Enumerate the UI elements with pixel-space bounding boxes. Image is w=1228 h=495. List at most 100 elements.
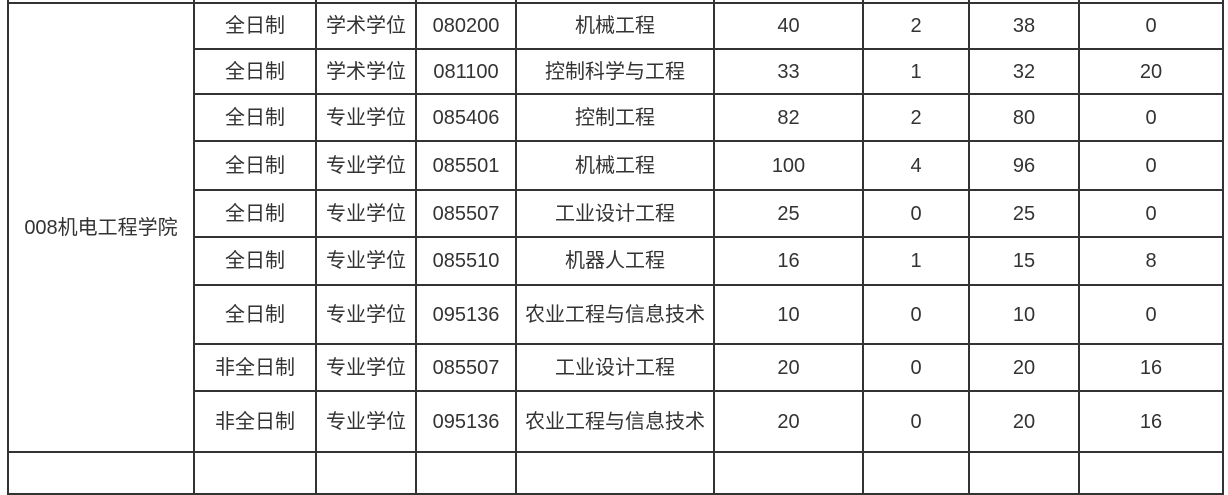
study-mode-cell: 非全日制 bbox=[193, 390, 317, 453]
degree-type-cell: 专业学位 bbox=[315, 343, 417, 392]
number-cell: 40 bbox=[713, 2, 864, 50]
degree-type-cell: 专业学位 bbox=[315, 189, 417, 238]
number-cell: 0 bbox=[1078, 284, 1224, 345]
number-cell: 16 bbox=[1078, 390, 1224, 453]
empty-cell bbox=[862, 0, 970, 4]
number-cell: 25 bbox=[713, 189, 864, 238]
number-cell: 25 bbox=[968, 189, 1080, 238]
number-cell: 0 bbox=[1078, 140, 1224, 191]
table-row: 全日制 学术学位 081100 控制科学与工程 33 1 32 20 bbox=[8, 48, 1224, 95]
number-cell: 0 bbox=[862, 284, 970, 345]
empty-cell bbox=[713, 0, 864, 4]
number-cell: 0 bbox=[1078, 189, 1224, 238]
major-name-cell: 控制工程 bbox=[515, 93, 715, 142]
empty-cell bbox=[515, 451, 715, 495]
number-cell: 80 bbox=[968, 93, 1080, 142]
empty-cell bbox=[7, 451, 195, 495]
number-cell: 100 bbox=[713, 140, 864, 191]
number-cell: 1 bbox=[862, 236, 970, 286]
study-mode-cell: 全日制 bbox=[193, 48, 317, 95]
empty-cell bbox=[968, 451, 1080, 495]
number-cell: 20 bbox=[713, 343, 864, 392]
number-cell: 20 bbox=[713, 390, 864, 453]
table-row: 全日制 专业学位 085507 工业设计工程 25 0 25 0 bbox=[8, 189, 1224, 238]
number-cell: 2 bbox=[862, 93, 970, 142]
study-mode-cell: 全日制 bbox=[193, 189, 317, 238]
number-cell: 20 bbox=[1078, 48, 1224, 95]
study-mode-cell: 全日制 bbox=[193, 2, 317, 50]
empty-cell bbox=[1078, 0, 1224, 4]
empty-cell bbox=[515, 0, 715, 4]
major-name-cell: 工业设计工程 bbox=[515, 343, 715, 392]
table-viewport: 008机电工程学院 全日制 学术学位 080200 机械工程 40 2 38 0… bbox=[7, 0, 1224, 495]
number-cell: 0 bbox=[862, 189, 970, 238]
table-row-partial-bottom bbox=[7, 451, 1224, 495]
table-row: 全日制 专业学位 095136 农业工程与信息技术 10 0 10 0 bbox=[8, 284, 1224, 345]
degree-type-cell: 专业学位 bbox=[315, 140, 417, 191]
degree-type-cell: 专业学位 bbox=[315, 93, 417, 142]
major-name-cell: 农业工程与信息技术 bbox=[515, 390, 715, 453]
major-name-cell: 机器人工程 bbox=[515, 236, 715, 286]
table-row: 全日制 专业学位 085501 机械工程 100 4 96 0 bbox=[8, 140, 1224, 191]
number-cell: 33 bbox=[713, 48, 864, 95]
number-cell: 2 bbox=[862, 2, 970, 50]
empty-cell bbox=[193, 0, 317, 4]
table-row: 008机电工程学院 全日制 学术学位 080200 机械工程 40 2 38 0 bbox=[7, 2, 1224, 453]
study-mode-cell: 非全日制 bbox=[193, 343, 317, 392]
number-cell: 16 bbox=[1078, 343, 1224, 392]
major-code-cell: 095136 bbox=[415, 390, 517, 453]
major-code-cell: 085507 bbox=[415, 189, 517, 238]
enrollment-plan-table: 008机电工程学院 全日制 学术学位 080200 机械工程 40 2 38 0… bbox=[7, 0, 1224, 495]
number-cell: 82 bbox=[713, 93, 864, 142]
empty-cell bbox=[415, 451, 517, 495]
number-cell: 20 bbox=[968, 343, 1080, 392]
empty-cell bbox=[862, 451, 970, 495]
table-row: 全日制 专业学位 085406 控制工程 82 2 80 0 bbox=[8, 93, 1224, 142]
table-row: 全日制 专业学位 085510 机器人工程 16 1 15 8 bbox=[8, 236, 1224, 286]
major-name-cell: 控制科学与工程 bbox=[515, 48, 715, 95]
major-code-cell: 081100 bbox=[415, 48, 517, 95]
major-name-cell: 农业工程与信息技术 bbox=[515, 284, 715, 345]
number-cell: 0 bbox=[1078, 2, 1224, 50]
number-cell: 38 bbox=[968, 2, 1080, 50]
major-name-cell: 工业设计工程 bbox=[515, 189, 715, 238]
number-cell: 10 bbox=[713, 284, 864, 345]
number-cell: 0 bbox=[862, 343, 970, 392]
empty-cell bbox=[713, 451, 864, 495]
number-cell: 16 bbox=[713, 236, 864, 286]
number-cell: 15 bbox=[968, 236, 1080, 286]
empty-cell bbox=[7, 0, 195, 4]
number-cell: 96 bbox=[968, 140, 1080, 191]
number-cell: 4 bbox=[862, 140, 970, 191]
number-cell: 1 bbox=[862, 48, 970, 95]
table-row: 非全日制 专业学位 095136 农业工程与信息技术 20 0 20 16 bbox=[8, 390, 1224, 453]
degree-type-cell: 学术学位 bbox=[315, 48, 417, 95]
major-code-cell: 085406 bbox=[415, 93, 517, 142]
number-cell: 0 bbox=[1078, 93, 1224, 142]
empty-cell bbox=[315, 451, 417, 495]
degree-type-cell: 专业学位 bbox=[315, 390, 417, 453]
major-code-cell: 085507 bbox=[415, 343, 517, 392]
study-mode-cell: 全日制 bbox=[193, 93, 317, 142]
major-code-cell: 085510 bbox=[415, 236, 517, 286]
major-name-cell: 机械工程 bbox=[515, 2, 715, 50]
table-row-partial-top bbox=[7, 0, 1224, 4]
major-code-cell: 095136 bbox=[415, 284, 517, 345]
degree-type-cell: 专业学位 bbox=[315, 236, 417, 286]
degree-type-cell: 学术学位 bbox=[315, 2, 417, 50]
number-cell: 0 bbox=[862, 390, 970, 453]
empty-cell bbox=[193, 451, 317, 495]
study-mode-cell: 全日制 bbox=[193, 284, 317, 345]
table-row: 非全日制 专业学位 085507 工业设计工程 20 0 20 16 bbox=[8, 343, 1224, 392]
number-cell: 8 bbox=[1078, 236, 1224, 286]
number-cell: 20 bbox=[968, 390, 1080, 453]
college-name-cell: 008机电工程学院 bbox=[7, 2, 195, 453]
study-mode-cell: 全日制 bbox=[193, 236, 317, 286]
major-code-cell: 080200 bbox=[415, 2, 517, 50]
major-code-cell: 085501 bbox=[415, 140, 517, 191]
study-mode-cell: 全日制 bbox=[193, 140, 317, 191]
empty-cell bbox=[968, 0, 1080, 4]
empty-cell bbox=[1078, 451, 1224, 495]
number-cell: 32 bbox=[968, 48, 1080, 95]
major-name-cell: 机械工程 bbox=[515, 140, 715, 191]
